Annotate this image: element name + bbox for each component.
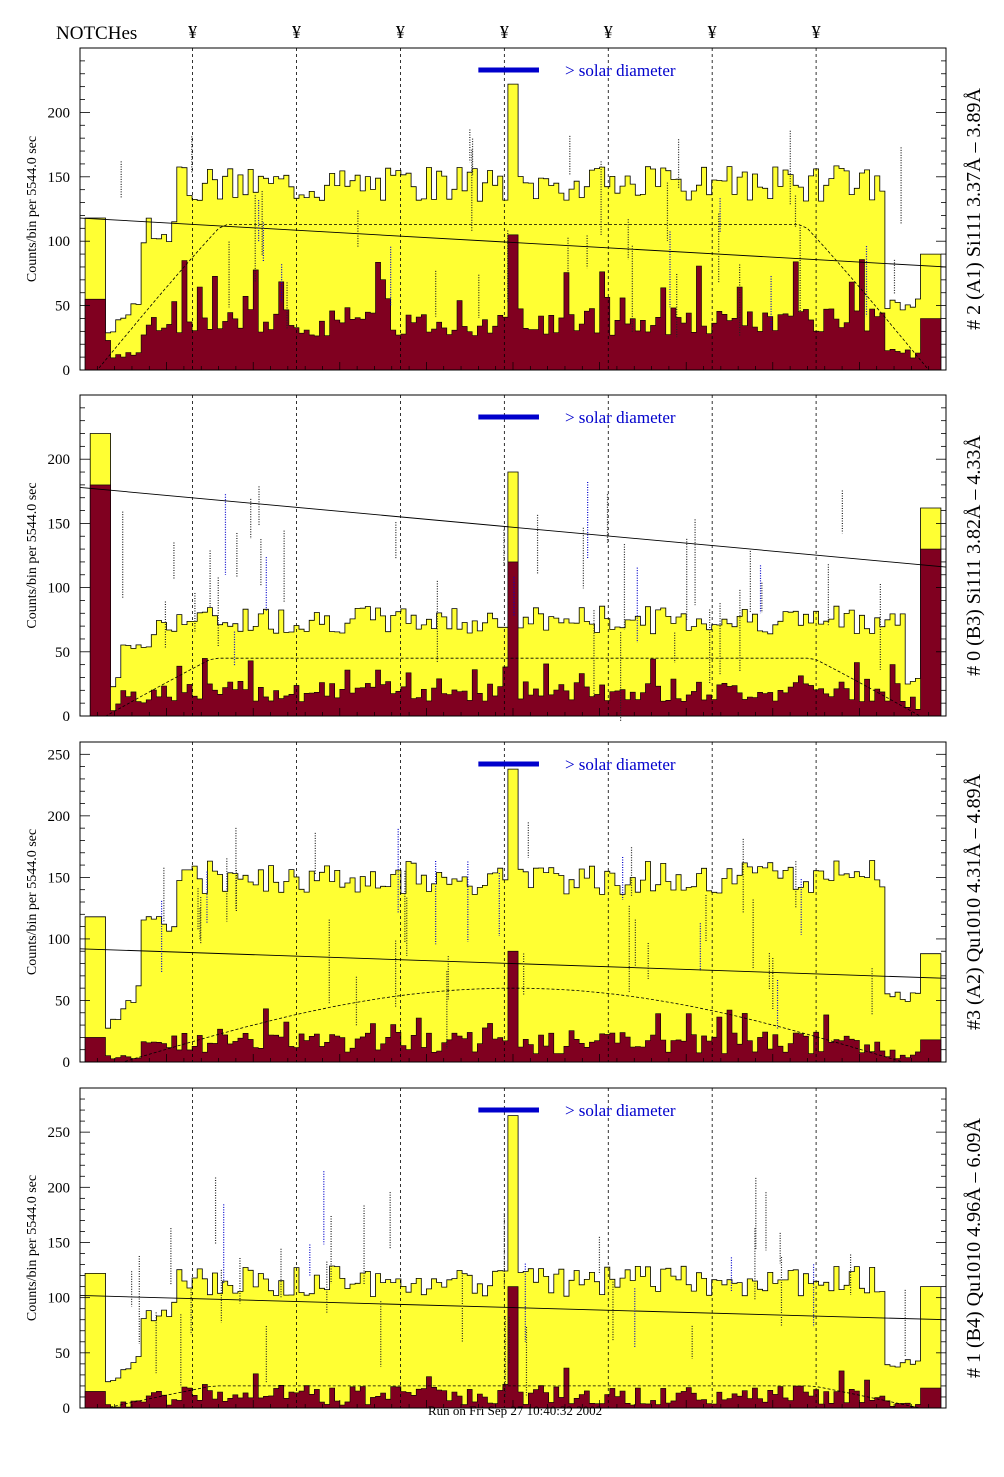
outer-histogram-series xyxy=(80,83,946,371)
y-tick-label: 50 xyxy=(55,1346,70,1362)
y-tick-label: 100 xyxy=(48,932,71,948)
trend-line xyxy=(79,217,947,268)
y-tick-label: 50 xyxy=(55,299,70,315)
y-tick-label: 150 xyxy=(48,870,71,886)
y-tick-label: 100 xyxy=(48,581,71,597)
y-tick-label: 250 xyxy=(48,1125,71,1141)
panel-title: # 2 (A1) Si111 3.37Å – 3.89Å xyxy=(963,88,985,330)
panels: 0 50 100 150 200 Counts/bin per 5544.0 sec # 2… xyxy=(25,47,985,1417)
y-tick-label: 0 xyxy=(63,363,71,379)
y-tick-label: 50 xyxy=(55,993,70,1009)
y-axis-label: Counts/bin per 5544.0 sec xyxy=(25,1175,40,1321)
panel-1: 0 50 100 150 200 Counts/bin per 5544.0 sec # 2… xyxy=(25,47,985,379)
y-tick-label: 200 xyxy=(48,809,71,825)
y-tick-label: 200 xyxy=(48,1180,71,1196)
panel-4: 0 50 100 150 200 250 Counts/bin per 5544.0 sec… xyxy=(25,1087,985,1417)
y-tick-label: 200 xyxy=(48,105,71,121)
legend-solar-diameter: > solar diameter xyxy=(565,1101,676,1120)
notch-marker-2: ¥ xyxy=(292,22,301,42)
y-tick-label: 150 xyxy=(48,516,71,532)
legend-solar-diameter: > solar diameter xyxy=(565,61,676,80)
legend-solar-diameter: > solar diameter xyxy=(565,408,676,427)
notch-marker-5: ¥ xyxy=(604,22,613,42)
panel-title: #3 (A2) Qu1010 4.31Å – 4.89Å xyxy=(963,773,985,1030)
y-axis-label: Counts/bin per 5544.0 sec xyxy=(25,482,40,628)
notch-marker-6: ¥ xyxy=(708,22,717,42)
run-timestamp-footer: Run on Fri Sep 27 10:40:32 2002 xyxy=(428,1403,602,1418)
model-curve xyxy=(80,657,946,717)
panel-3: 0 50 100 150 200 250 Counts/bin per 5544.0 sec… xyxy=(25,741,985,1071)
y-tick-label: 0 xyxy=(63,709,71,725)
y-tick-label: 150 xyxy=(48,1235,71,1251)
notch-marker-7: ¥ xyxy=(812,22,821,42)
model-curve xyxy=(80,224,946,371)
trend-line xyxy=(79,1294,947,1321)
trend-line xyxy=(79,948,947,979)
y-tick-label: 150 xyxy=(48,170,71,186)
y-tick-label: 250 xyxy=(48,747,71,763)
y-tick-label: 200 xyxy=(48,452,71,468)
notch-marker-3: ¥ xyxy=(396,22,405,42)
notches-label: NOTCHes xyxy=(56,23,137,44)
panel-title: # 1 (B4) Qu1010 4.96Å – 6.09Å xyxy=(963,1117,985,1378)
y-tick-label: 100 xyxy=(48,1291,71,1307)
legend-solar-diameter: > solar diameter xyxy=(565,755,676,774)
y-axis-label: Counts/bin per 5544.0 sec xyxy=(25,136,40,282)
notch-markers: ¥ ¥ ¥ ¥ ¥ ¥ ¥ xyxy=(188,22,821,42)
panel-2: 0 50 100 150 200 Counts/bin per 5544.0 sec # 0… xyxy=(25,394,985,725)
notch-marker-1: ¥ xyxy=(188,22,197,42)
y-tick-label: 100 xyxy=(48,234,71,250)
inner-histogram-series xyxy=(80,484,946,717)
inner-histogram-series xyxy=(80,1286,946,1409)
notch-marker-4: ¥ xyxy=(500,22,509,42)
y-axis-label: Counts/bin per 5544.0 sec xyxy=(25,829,40,975)
trend-line xyxy=(79,486,947,568)
panel-title: # 0 (B3) Si111 3.82Å – 4.33Å xyxy=(963,435,985,676)
y-tick-label: 0 xyxy=(63,1055,71,1071)
y-tick-label: 0 xyxy=(63,1401,71,1417)
model-curve xyxy=(80,1385,946,1409)
inner-histogram-series xyxy=(80,950,946,1063)
y-tick-label: 50 xyxy=(55,645,70,661)
model-curve xyxy=(80,987,946,1063)
